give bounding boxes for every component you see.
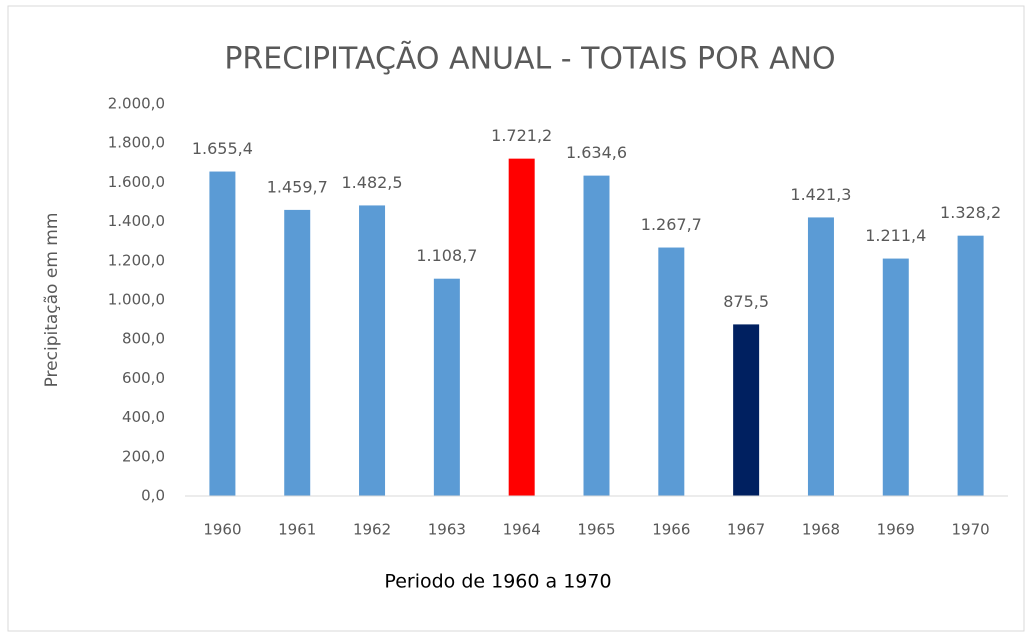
y-tick-label: 2.000,0 <box>108 95 165 113</box>
x-tick-label: 1967 <box>727 521 765 539</box>
bar <box>882 258 909 496</box>
x-tick-label: 1968 <box>802 521 840 539</box>
bar <box>508 158 535 496</box>
y-axis-label: Precipitação em mm <box>42 213 62 388</box>
y-tick-label: 1.000,0 <box>108 291 165 309</box>
data-label: 1.211,4 <box>865 226 926 245</box>
x-tick-label: 1961 <box>278 521 316 539</box>
bar <box>284 209 311 496</box>
data-label: 1.108,7 <box>416 246 477 265</box>
y-tick-label: 600,0 <box>122 369 165 387</box>
data-label: 1.328,2 <box>940 203 1001 222</box>
x-tick-label: 1962 <box>353 521 391 539</box>
bar <box>658 247 685 496</box>
x-tick-label: 1966 <box>652 521 690 539</box>
bar <box>433 278 460 496</box>
x-tick-label: 1964 <box>503 521 541 539</box>
y-tick-label: 400,0 <box>122 408 165 426</box>
x-tick-label: 1965 <box>577 521 615 539</box>
chart-title: PRECIPITAÇÃO ANUAL - TOTAIS POR ANO <box>224 41 835 77</box>
bar <box>807 217 834 496</box>
x-tick-label: 1960 <box>203 521 241 539</box>
data-label: 1.421,3 <box>790 185 851 204</box>
data-label: 1.634,6 <box>566 143 627 162</box>
y-tick-label: 0,0 <box>141 487 165 505</box>
y-tick-label: 1.800,0 <box>108 134 165 152</box>
y-tick-label: 1.400,0 <box>108 212 165 230</box>
x-tick-label: 1969 <box>877 521 915 539</box>
bar <box>583 175 610 496</box>
bar <box>957 235 984 497</box>
y-tick-label: 1.200,0 <box>108 251 165 269</box>
bar <box>733 324 760 496</box>
data-label: 1.655,4 <box>192 139 253 158</box>
y-tick-label: 1.600,0 <box>108 173 165 191</box>
data-label: 1.459,7 <box>267 177 328 196</box>
y-tick-label: 800,0 <box>122 330 165 348</box>
data-label: 1.267,7 <box>641 215 702 234</box>
x-axis-label: Periodo de 1960 a 1970 <box>384 571 611 593</box>
y-tick-label: 200,0 <box>122 447 165 465</box>
bar <box>209 171 236 496</box>
data-label: 1.482,5 <box>342 173 403 192</box>
data-label: 875,5 <box>723 292 769 311</box>
x-tick-label: 1970 <box>951 521 989 539</box>
data-label: 1.721,2 <box>491 126 552 145</box>
x-tick-label: 1963 <box>428 521 466 539</box>
bar <box>359 205 386 496</box>
